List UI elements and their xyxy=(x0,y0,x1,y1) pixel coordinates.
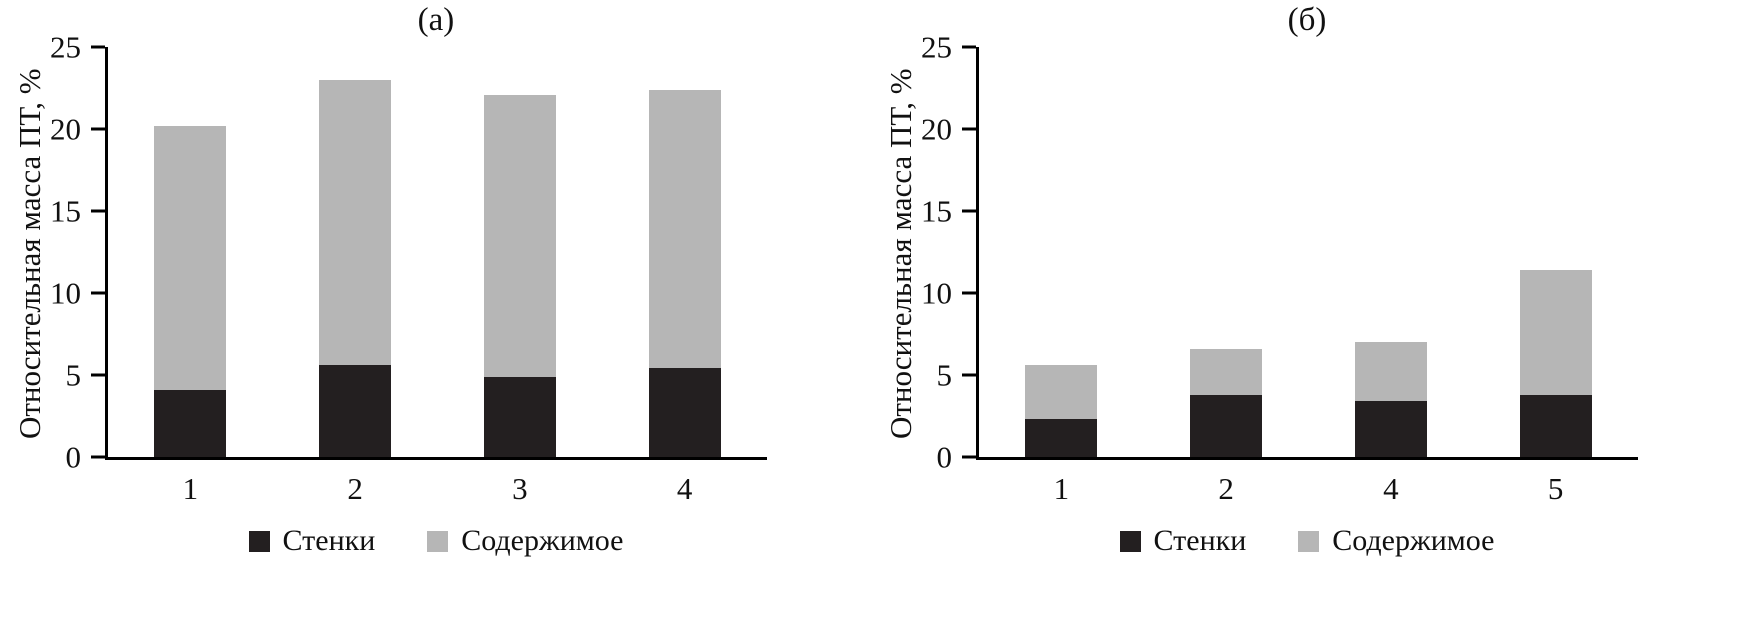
legend-swatch-walls xyxy=(1119,530,1141,552)
y-axis-tick-label: 20 xyxy=(50,111,81,147)
x-tick-label: 1 xyxy=(182,471,199,506)
y-axis-label-a: Относительная масса ПТ, % xyxy=(12,68,47,440)
y-axis-tick-label: 10 xyxy=(921,275,952,311)
y-axis-tick xyxy=(91,291,105,295)
y-axis-tick-label: 0 xyxy=(936,439,953,475)
chart-title-a: (а) xyxy=(417,2,455,38)
bar-segment-walls xyxy=(1354,401,1427,457)
bar-segment-contents xyxy=(1025,365,1098,420)
x-tick-label: 4 xyxy=(1383,471,1399,506)
legend-label-walls: Стенки xyxy=(1153,524,1247,557)
legend-label-contents: Содержимое xyxy=(1332,524,1495,557)
legend-swatch-walls xyxy=(248,530,270,552)
legend-b: Стенки Содержимое xyxy=(976,524,1638,558)
y-axis-tick xyxy=(91,127,105,131)
bar-segment-walls xyxy=(483,376,556,457)
y-axis-tick-label: 25 xyxy=(921,29,952,65)
bar-segment-walls xyxy=(1519,394,1592,457)
y-axis-tick-label: 5 xyxy=(65,357,82,393)
bar-segment-walls xyxy=(648,368,721,457)
y-axis-tick-label: 10 xyxy=(50,275,81,311)
bar-segment-contents xyxy=(483,94,556,377)
bar-segment-walls xyxy=(154,389,227,457)
bar-segment-contents xyxy=(319,79,392,366)
y-axis-tick xyxy=(962,45,976,49)
y-axis-tick xyxy=(91,209,105,213)
y-axis-tick-label: 5 xyxy=(936,357,953,393)
y-axis-tick-label: 15 xyxy=(921,193,952,229)
legend-label-walls: Стенки xyxy=(282,524,376,557)
bar-segment-contents xyxy=(154,125,227,390)
bar-segment-contents xyxy=(1354,342,1427,402)
y-axis-tick xyxy=(962,127,976,131)
bar-segment-contents xyxy=(1190,348,1263,395)
y-axis-tick-label: 25 xyxy=(50,29,81,65)
y-axis-tick xyxy=(962,373,976,377)
legend-item-contents: Содержимое xyxy=(427,524,623,558)
x-tick-label: 4 xyxy=(676,471,693,506)
legend-item-walls: Стенки xyxy=(248,524,376,558)
bar-segment-contents xyxy=(1519,270,1592,395)
y-axis-tick xyxy=(91,455,105,459)
y-axis-label-b: Относительная масса ПТ, % xyxy=(883,68,918,440)
y-axis-tick xyxy=(962,455,976,459)
plot-area-b: 0 5 10 15 20 25 1 2 4 5 xyxy=(921,32,1638,504)
y-axis-tick xyxy=(91,45,105,49)
legend-swatch-contents xyxy=(1298,530,1320,552)
legend-swatch-contents xyxy=(427,530,449,552)
bar-segment-walls xyxy=(1025,419,1098,457)
bar-segment-contents xyxy=(648,89,721,369)
legend-label-contents: Содержимое xyxy=(461,524,624,557)
legend-item-walls: Стенки xyxy=(1119,524,1247,558)
x-tick-label: 5 xyxy=(1547,471,1564,506)
legend-item-contents: Содержимое xyxy=(1298,524,1494,558)
y-axis-tick xyxy=(91,373,105,377)
y-axis-tick-label: 0 xyxy=(65,439,82,475)
chart-panel-a: (а) Относительная масса ПТ, % 0 5 10 15 20 25… xyxy=(12,2,767,558)
bar-segment-walls xyxy=(1190,394,1263,457)
y-axis-tick-label: 20 xyxy=(921,111,952,147)
x-tick-label: 1 xyxy=(1053,471,1070,506)
legend-a: Стенки Содержимое xyxy=(105,524,767,558)
x-tick-label: 2 xyxy=(347,471,363,506)
y-axis-tick xyxy=(962,291,976,295)
y-axis-tick-label: 15 xyxy=(50,193,81,229)
chart-panel-b: (б) Относительная масса ПТ, % 0 5 10 15 20 25… xyxy=(871,0,1742,627)
bar-segment-walls xyxy=(319,365,392,457)
y-axis-tick xyxy=(962,209,976,213)
x-tick-label: 2 xyxy=(1218,471,1234,506)
chart-title-b: (б) xyxy=(1287,2,1327,38)
plot-area-a: 0 5 10 15 20 25 1 2 3 4 xyxy=(50,32,767,504)
x-tick-label: 3 xyxy=(512,471,528,506)
